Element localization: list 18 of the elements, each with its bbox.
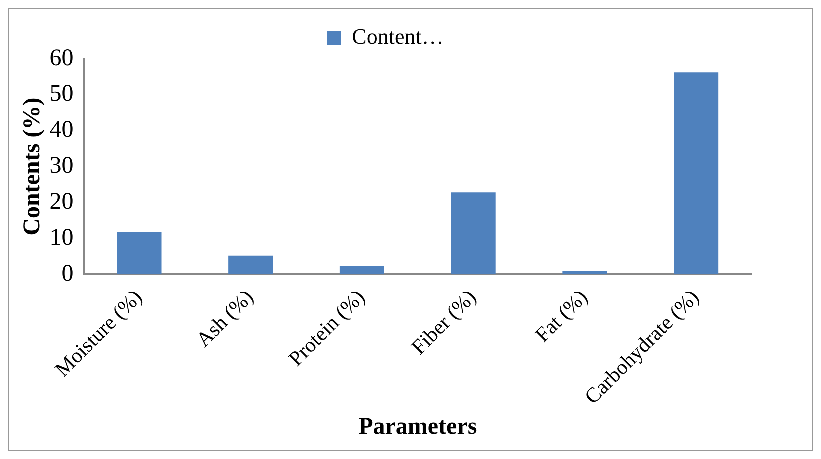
bar: [117, 232, 162, 275]
bar: [340, 266, 384, 275]
x-axis-title: Parameters: [358, 414, 478, 440]
bar: [674, 72, 719, 275]
y-tick-label: 10: [50, 224, 74, 251]
x-tick-label: Ash (%): [191, 284, 258, 352]
y-tick-label: 50: [50, 81, 74, 108]
legend-label: Content…: [352, 24, 444, 49]
y-tick-label: 40: [50, 117, 74, 144]
y-axis-title: Contents (%): [20, 98, 46, 236]
y-tick-label: 20: [50, 189, 74, 216]
y-tick-label: 30: [50, 153, 74, 180]
y-tick-label: 60: [50, 45, 74, 72]
x-tick-label: Fat (%): [530, 284, 592, 347]
bar: [228, 256, 274, 275]
y-tick-label: 0: [62, 260, 74, 287]
bar: [451, 192, 496, 275]
bar: [562, 271, 608, 275]
